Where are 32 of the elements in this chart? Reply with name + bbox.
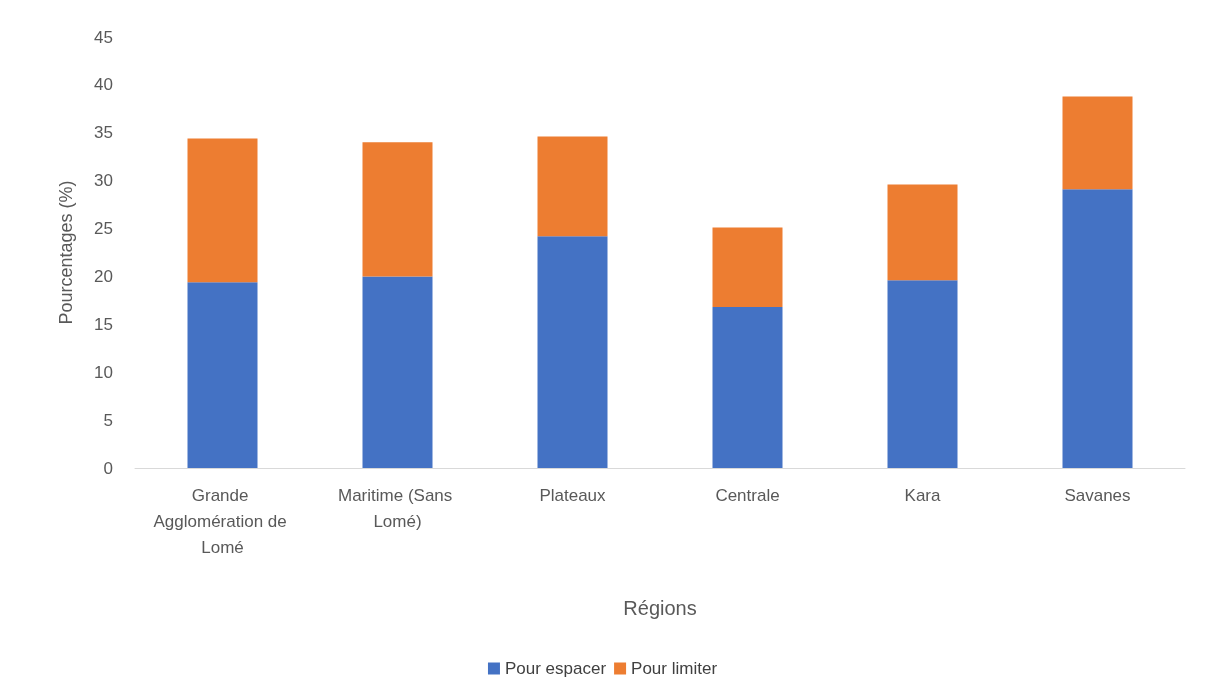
x-axis-title: Régions — [623, 597, 697, 619]
bar — [712, 307, 783, 468]
y-tick-label: 40 — [94, 75, 113, 95]
y-tick-label: 15 — [94, 314, 113, 334]
x-tick-label: Savanes — [1064, 485, 1131, 505]
y-axis-title: Pourcentages (%) — [56, 180, 76, 325]
x-tick-label: Maritime (Sans Lomé) — [337, 485, 458, 531]
bar — [1062, 96, 1133, 190]
y-tick-label: 5 — [103, 410, 113, 430]
x-tick-label: Plateaux — [539, 485, 607, 505]
legend-label: Pour espacer — [504, 659, 607, 678]
bar — [362, 142, 433, 277]
y-tick-label: 0 — [103, 458, 113, 478]
y-tick-label: 25 — [94, 219, 113, 239]
bar — [1062, 189, 1133, 468]
bar — [537, 136, 608, 237]
y-tick-label: 20 — [94, 266, 113, 286]
legend-label: Pour limiter — [631, 659, 718, 678]
bar — [362, 276, 433, 468]
y-tick-label: 10 — [94, 362, 113, 382]
y-tick-label: 30 — [94, 171, 113, 191]
bar — [187, 282, 258, 468]
x-tick-label: Kara — [904, 485, 941, 505]
bar — [537, 236, 608, 468]
bar — [712, 227, 783, 308]
bar — [187, 138, 258, 283]
bar — [887, 280, 958, 468]
y-tick-label: 45 — [94, 27, 113, 47]
bar — [887, 184, 958, 281]
y-tick-label: 35 — [94, 123, 113, 143]
x-tick-label: Grande Agglomération de Lomé — [153, 485, 292, 557]
x-tick-label: Centrale — [715, 485, 780, 505]
